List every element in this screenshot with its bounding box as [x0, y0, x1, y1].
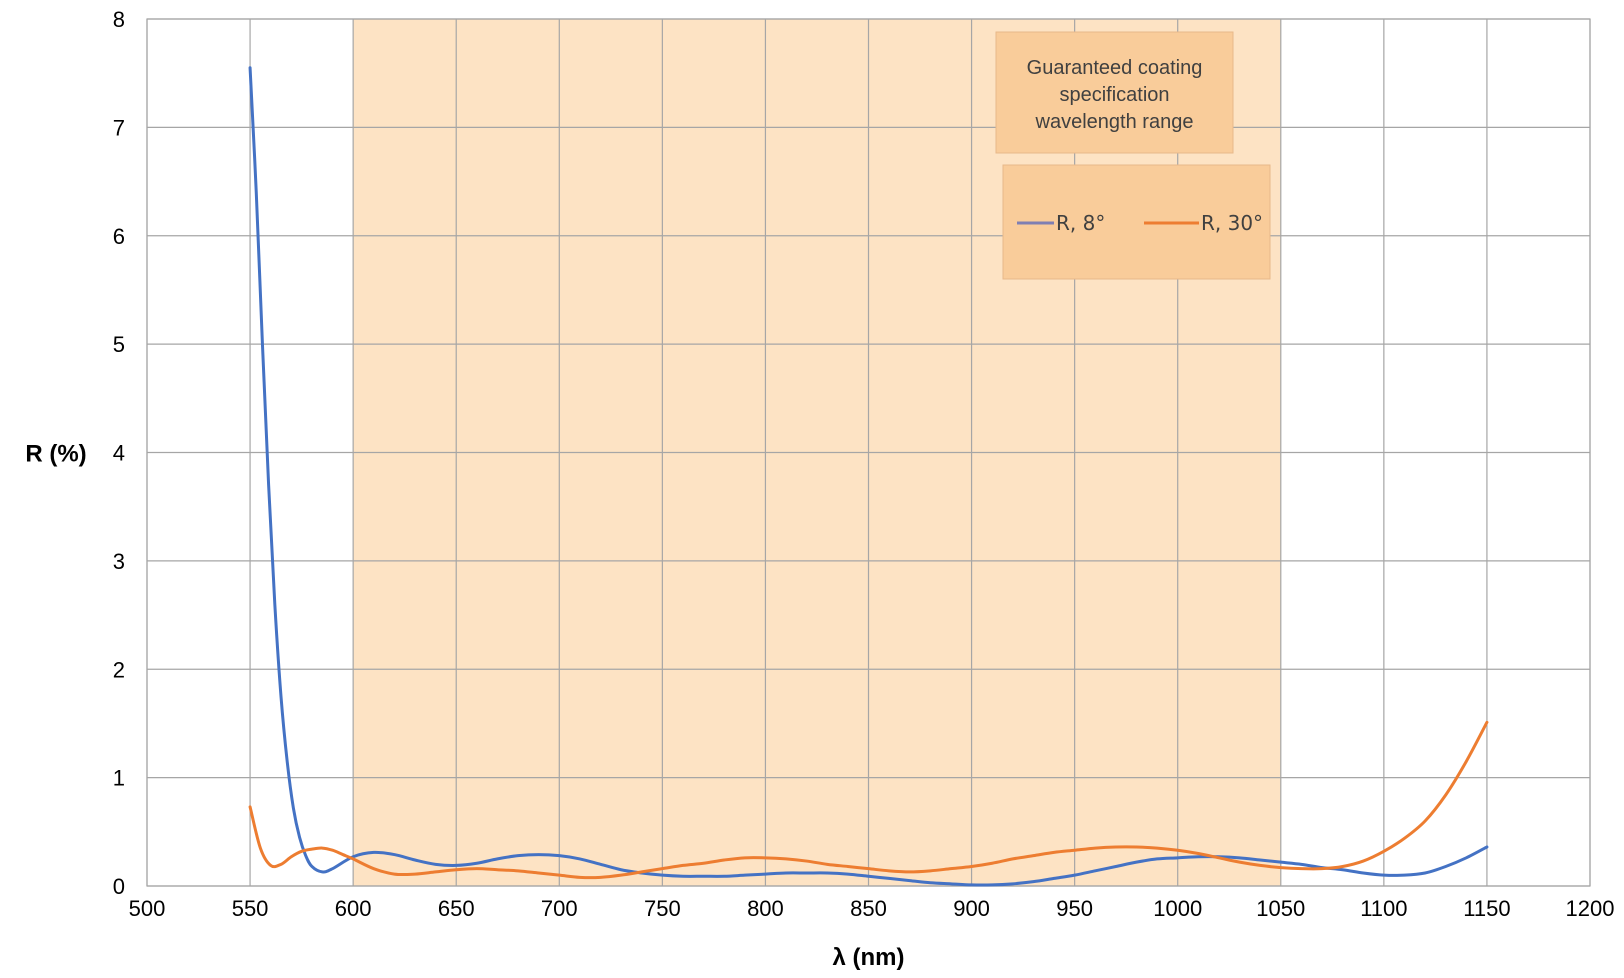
shaded-region-note-box: [995, 31, 1234, 154]
plot-border: [146, 18, 1591, 887]
x-tick-label: 800: [747, 896, 784, 921]
series-line-r30: [248, 720, 1489, 880]
y-tick-label: 8: [113, 7, 125, 32]
y-tick-label: 7: [113, 115, 125, 140]
series-lines: [248, 66, 1489, 887]
y-tick-labels: 0 1 2 3 4 5 6 7 8: [113, 7, 125, 899]
shaded-region-note-line-3: wavelength range: [1035, 111, 1194, 133]
x-axis-title: λ (nm): [833, 944, 905, 971]
y-tick-label: 5: [113, 332, 125, 357]
y-tick-label: 2: [113, 657, 125, 682]
x-tick-label: 550: [232, 896, 269, 921]
x-tick-label: 1200: [1566, 896, 1615, 921]
y-tick-label: 0: [113, 874, 125, 899]
series-line-r8: [248, 66, 1489, 887]
plot-area-border: [146, 18, 1591, 887]
y-tick-label: 6: [113, 224, 125, 249]
legend-label-r8: R, 8°: [1056, 211, 1105, 235]
shaded-region-note: Guaranteed coating specification wavelen…: [995, 31, 1234, 154]
x-tick-label: 500: [129, 896, 166, 921]
legend-label-r30: R, 30°: [1201, 211, 1263, 235]
legend-box: [1002, 164, 1271, 280]
shaded-region-note-line-1: Guaranteed coating: [1027, 57, 1203, 79]
y-tick-label: 3: [113, 549, 125, 574]
x-tick-label: 850: [850, 896, 887, 921]
y-tick-label: 4: [113, 441, 125, 466]
x-tick-label: 600: [335, 896, 372, 921]
x-tick-label: 750: [644, 896, 681, 921]
x-tick-label: 900: [953, 896, 990, 921]
x-tick-label: 700: [541, 896, 578, 921]
shaded-region-note-line-2: specification: [1059, 84, 1169, 106]
x-tick-label: 650: [438, 896, 475, 921]
x-tick-label: 1050: [1256, 896, 1305, 921]
y-axis-title: R (%): [25, 441, 86, 468]
x-tick-label: 950: [1056, 896, 1093, 921]
legend: R, 8° R, 30°: [1002, 164, 1271, 280]
x-tick-label: 1000: [1153, 896, 1202, 921]
x-tick-label: 1100: [1360, 896, 1407, 921]
x-tick-labels: 500 550 600 650 700 750 800 850 900 950 1000 1050 11…: [129, 896, 1615, 921]
y-tick-label: 1: [113, 766, 125, 791]
x-tick-label: 1150: [1463, 896, 1510, 921]
